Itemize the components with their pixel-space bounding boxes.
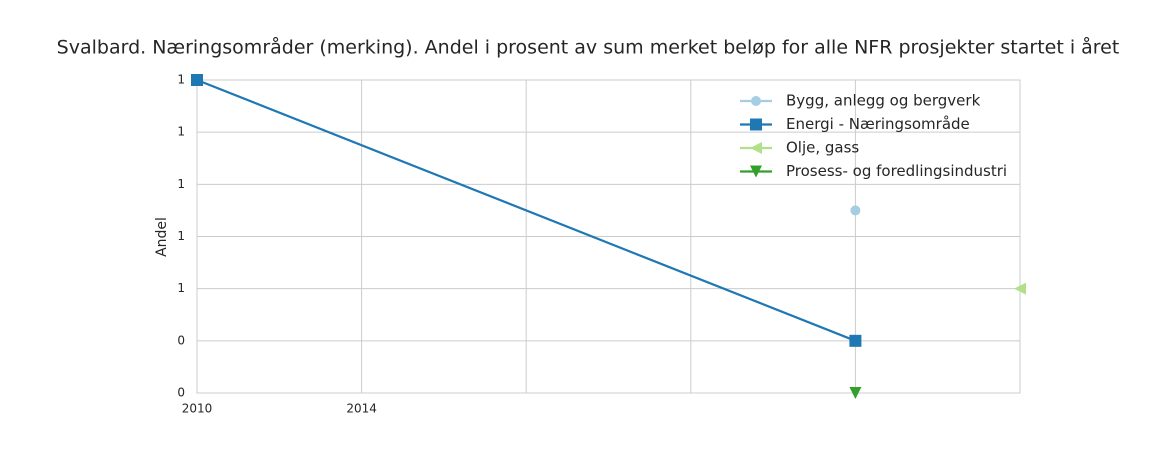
marker (849, 334, 862, 347)
legend-entry: Bygg, anlegg og bergverk (740, 92, 981, 110)
series-line (196, 78, 856, 342)
marker (750, 165, 762, 178)
y-tick-label: 0 (177, 333, 185, 347)
legend-entry: Olje, gass (740, 139, 859, 157)
legend-entry: Prosess- og foredlingsindustri (740, 162, 1007, 180)
marker (751, 96, 761, 106)
legend-label: Bygg, anlegg og bergverk (786, 92, 981, 110)
marker (849, 387, 862, 399)
legend-label: Energi - Næringsområde (786, 115, 970, 133)
marker (191, 74, 203, 86)
marker (1014, 282, 1026, 295)
chart-title: Svalbard. Næringsområder (merking). Ande… (57, 36, 1120, 59)
y-tick-label: 1 (177, 73, 185, 87)
marker (750, 118, 762, 131)
y-axis-label: Andel (154, 217, 170, 257)
legend-label: Prosess- og foredlingsindustri (786, 162, 1007, 180)
x-tick-label: 2014 (346, 402, 377, 416)
y-tick-label: 0 (177, 386, 185, 400)
legend-entry: Energi - Næringsområde (740, 115, 970, 133)
y-tick-label: 1 (177, 125, 185, 139)
y-tick-label: 1 (177, 229, 185, 243)
marker (850, 205, 861, 216)
y-tick-label: 1 (177, 177, 185, 191)
legend-label: Olje, gass (786, 139, 859, 157)
y-tick-label: 1 (177, 281, 185, 295)
x-tick-label: 2010 (182, 402, 213, 416)
marker (750, 142, 762, 154)
